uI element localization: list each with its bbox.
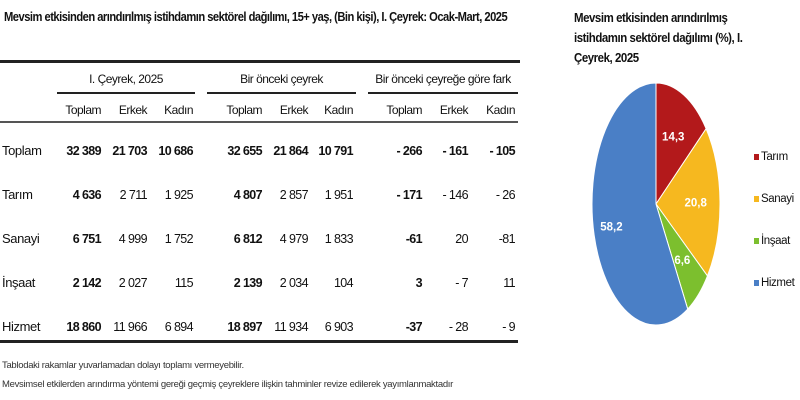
row-label: Toplam: [2, 143, 42, 158]
table-cell: - 161: [442, 144, 469, 158]
table-cell: 1 833: [324, 232, 354, 246]
group-rule: [368, 92, 518, 94]
group-rule: [207, 92, 356, 94]
table-cell: 2 711: [119, 188, 148, 202]
subheader-kadın: Kadın: [324, 103, 353, 117]
legend-swatch: [754, 238, 759, 244]
table-cell: 11: [503, 276, 515, 290]
table-cell: 21 864: [273, 144, 308, 158]
table-cell: 32 389: [66, 144, 101, 158]
row-label: Hizmet: [2, 319, 41, 334]
table-cell: 3: [415, 276, 423, 290]
pie-data-label: 20,8: [684, 198, 707, 210]
pie-slice-hizmet: [591, 82, 689, 326]
subheader-toplam: Toplam: [386, 103, 422, 117]
table-cell: 18 860: [66, 320, 101, 334]
table-cell: 115: [174, 276, 194, 290]
table-cell: - 9: [502, 320, 515, 334]
table-bottom-rule: [0, 340, 518, 343]
row-label: Sanayi: [2, 231, 40, 246]
note-rounding: Tablodaki rakamlar yuvarlamadan dolayı t…: [2, 360, 244, 371]
pie-slice-tarım: [655, 82, 707, 206]
table-cell: 11 966: [113, 320, 147, 334]
subheader-toplam: Toplam: [226, 103, 262, 117]
table-cell: -37: [405, 320, 423, 334]
pie-data-label: 14,3: [662, 131, 684, 143]
group-header-difference: Bir önceki çeyreğe göre fark: [375, 72, 511, 86]
table-cell: 20: [455, 232, 468, 246]
subheader-erkek: Erkek: [118, 103, 148, 117]
group-header-current: I. Çeyrek, 2025: [89, 72, 163, 86]
group-header-previous: Bir önceki çeyrek: [240, 72, 323, 86]
row-label: Tarım: [2, 187, 33, 202]
table-cell: 6 903: [324, 320, 354, 334]
table-cell: 2 034: [279, 276, 309, 290]
legend-item-i̇nşaat: İnşaat: [754, 235, 790, 247]
legend-swatch: [754, 196, 759, 202]
table-cell: 4 636: [72, 188, 102, 202]
table-cell: - 28: [448, 320, 469, 334]
table-cell: 10 791: [318, 144, 353, 158]
table-cell: 2 139: [233, 276, 263, 290]
table-cell: - 7: [455, 276, 468, 290]
legend-swatch: [754, 280, 759, 286]
subheader-erkek: Erkek: [439, 103, 469, 117]
pie-slice-sanayi: [655, 127, 721, 277]
legend-item-tarım: Tarım: [754, 151, 788, 163]
table-cell: 11 934: [274, 320, 308, 334]
legend-item-sanayi: Sanayi: [754, 193, 794, 205]
table-cell: 6 894: [164, 320, 194, 334]
table-cell: 4 999: [118, 232, 148, 246]
chart-title: Mevsim etkisinden arındırılmış istihdamı…: [574, 10, 743, 65]
pie-data-label: 6,6: [674, 255, 690, 267]
table-cell: - 105: [489, 144, 516, 158]
table-title: Mevsim etkisinden arındırılmış istihdamı…: [4, 9, 508, 24]
legend-item-hizmet: Hizmet: [754, 277, 795, 289]
legend-label: İnşaat: [761, 235, 790, 247]
table-cell: 1 752: [164, 232, 194, 246]
table-cell: - 171: [396, 188, 423, 202]
table-cell: - 26: [495, 188, 516, 202]
table-top-rule: [0, 60, 520, 63]
table-cell: -61: [405, 232, 423, 246]
table-cell: 4 807: [233, 188, 263, 202]
legend-label: Tarım: [761, 151, 788, 163]
table-cell: - 146: [442, 188, 469, 202]
table-cell: - 266: [396, 144, 423, 158]
table-cell: 10 686: [158, 144, 193, 158]
table-cell: 32 655: [227, 144, 262, 158]
table-cell: 4 979: [279, 232, 309, 246]
legend-label: Sanayi: [761, 193, 794, 205]
subheader-toplam: Toplam: [65, 103, 101, 117]
table-cell: 104: [333, 276, 354, 290]
pie-slice-i̇nşaat: [655, 203, 709, 311]
subheader-kadın: Kadın: [164, 103, 193, 117]
table-cell: 2 027: [118, 276, 148, 290]
table-cell: 6 751: [72, 232, 102, 246]
table-cell: 2 857: [279, 188, 309, 202]
table-cell: -81: [498, 232, 516, 246]
pie-data-label: 58,2: [600, 221, 622, 233]
table-cell: 1 925: [164, 188, 194, 202]
note-revision: Mevsimsel etkilerden arındırma yöntemi g…: [2, 379, 454, 390]
header-rule: [0, 121, 518, 123]
row-label: İnşaat: [2, 275, 36, 290]
table-cell: 18 897: [227, 320, 262, 334]
table-cell: 2 142: [72, 276, 102, 290]
table-cell: 6 812: [233, 232, 263, 246]
table-cell: 1 951: [324, 188, 354, 202]
subheader-erkek: Erkek: [279, 103, 309, 117]
subheader-kadın: Kadın: [486, 103, 515, 117]
legend-label: Hizmet: [761, 277, 795, 289]
group-rule: [57, 92, 195, 94]
legend-swatch: [754, 154, 759, 160]
table-cell: 21 703: [112, 144, 147, 158]
